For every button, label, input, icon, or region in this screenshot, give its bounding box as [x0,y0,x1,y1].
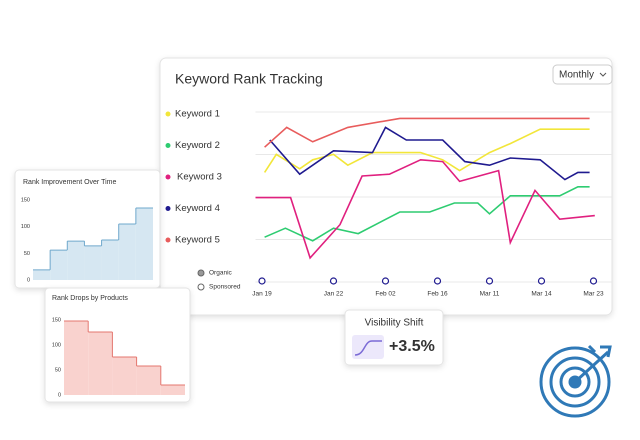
series-line [263,128,590,173]
step-area [33,269,51,280]
target-icon [539,344,612,418]
y-tick-label: 100 [52,342,61,348]
x-tick-label: Mar 11 [480,291,500,298]
legend-label: Keyword 4 [175,203,220,214]
y-tick-label: 0 [58,392,61,398]
visibility-title: Visibility Shift [365,318,424,329]
x-tick-label: Feb 02 [375,291,396,298]
dropdown-label: Monthly [559,70,594,81]
legend-label: Keyword 2 [175,140,220,151]
y-tick-label: 50 [24,251,30,257]
chart-title: Keyword Rank Tracking [175,71,323,87]
x-tick-label: Jan 19 [252,291,272,298]
step-area [84,245,102,280]
series-line [264,117,590,148]
filter-label: Sponsored [209,284,241,291]
legend-swatch [165,174,171,180]
legend-label: Keyword 3 [177,172,222,183]
x-tick-marker [537,277,546,285]
step-area [50,250,68,280]
x-tick-marker [258,277,266,285]
legend-swatch [165,111,171,117]
legend-swatch [165,206,171,211]
x-tick-marker [485,277,494,285]
x-tick-marker [433,277,442,285]
step-area [136,366,161,395]
x-tick-label: Jan 22 [324,291,344,298]
chart-title: Rank Drops by Products [52,295,128,302]
step-area [64,321,89,395]
series-line [269,126,590,181]
radio-sponsored[interactable] [197,283,205,291]
legend-label: Keyword 5 [175,235,220,246]
sparkline [354,340,382,356]
y-tick-label: 100 [21,224,30,230]
step-area [88,332,113,395]
legend-swatch [165,237,171,243]
step-area [101,240,119,280]
x-tick-label: Feb 16 [427,291,448,298]
y-tick-label: 150 [21,197,30,203]
legend-label: Keyword 1 [175,109,220,120]
radio-organic[interactable] [197,269,205,277]
step-area [67,241,85,280]
y-tick-label: 150 [52,317,61,323]
dropdown[interactable] [552,64,613,85]
step-area [160,385,185,395]
series-line [255,158,595,260]
x-tick-marker [589,277,598,285]
dropdown-arrow [599,72,607,77]
x-tick-label: Mar 23 [583,291,604,298]
step-area [112,357,137,395]
visibility-value: +3.5% [389,338,435,355]
x-tick-marker [329,277,338,285]
y-tick-label: 0 [27,277,30,283]
step-area [118,224,136,280]
filter-label: Organic [209,270,233,277]
chart-title: Rank Improvement Over Time [23,179,116,186]
x-tick-marker [381,277,390,285]
legend-swatch [165,143,171,148]
series-line [264,186,590,242]
x-tick-label: Mar 14 [531,291,552,298]
y-tick-label: 50 [55,367,61,373]
step-area [135,208,153,280]
